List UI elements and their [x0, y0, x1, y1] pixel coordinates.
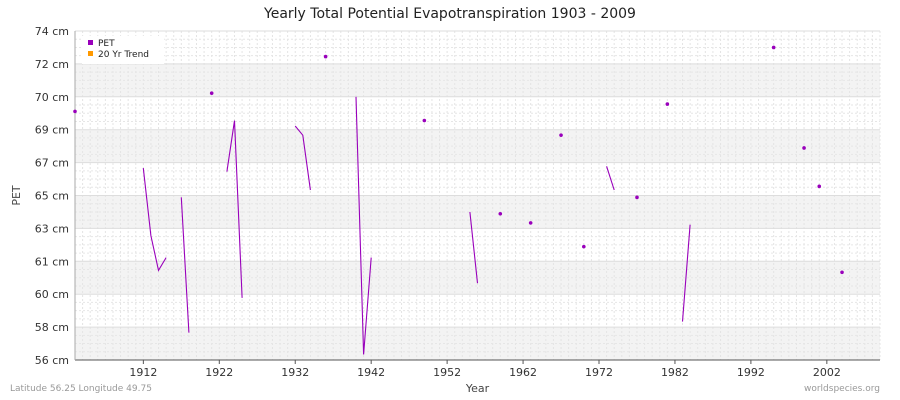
- x-tick-label: 1912: [129, 366, 157, 379]
- pet-point: [209, 91, 214, 95]
- pet-line-segment: [180, 197, 190, 333]
- y-tick-label: 70 cm: [35, 91, 69, 104]
- legend-swatch-trend: [88, 51, 93, 56]
- y-tick-label: 56 cm: [35, 354, 69, 367]
- pet-point: [528, 221, 533, 225]
- pet-point: [422, 118, 427, 123]
- pet-line-segment: [142, 168, 167, 272]
- source-label: worldspecies.org: [803, 384, 880, 394]
- chart-title: Yearly Total Potential Evapotranspiratio…: [264, 6, 636, 22]
- legend-swatch-pet: [88, 40, 93, 45]
- pet-point: [665, 102, 670, 106]
- pet-line-segment: [355, 96, 372, 355]
- y-tick-label: 61 cm: [35, 255, 69, 268]
- pet-line-segment: [469, 211, 479, 284]
- pet-point: [559, 133, 563, 137]
- pet-point: [582, 244, 586, 249]
- x-tick-label: 1952: [433, 366, 461, 379]
- pet-point: [840, 270, 844, 275]
- y-tick-label: 74 cm: [35, 25, 69, 38]
- y-tick-label: 58 cm: [35, 321, 69, 334]
- pet-point: [73, 109, 77, 114]
- legend-label-pet: PET: [98, 39, 115, 49]
- pet-point: [323, 54, 328, 59]
- legend-box: [82, 36, 164, 64]
- pet-line-segment: [294, 125, 311, 191]
- y-tick-label: 63 cm: [35, 222, 69, 235]
- x-tick-label: 1992: [737, 366, 765, 379]
- location-label: Latitude 56.25 Longitude 49.75: [10, 384, 152, 394]
- x-tick-label: 2002: [813, 366, 841, 379]
- x-tick-label: 1982: [661, 366, 689, 379]
- y-tick-label: 67 cm: [35, 157, 69, 170]
- y-tick-label: 65 cm: [35, 190, 69, 203]
- pet-point: [817, 184, 822, 189]
- x-tick-label: 1922: [205, 366, 233, 379]
- pet-line-segment: [606, 166, 615, 191]
- pet-point: [802, 146, 806, 150]
- pet-point: [635, 195, 639, 200]
- y-tick-label: 72 cm: [35, 58, 69, 71]
- x-tick-label: 1972: [585, 366, 613, 379]
- x-axis-label: Year: [465, 382, 490, 395]
- pet-point: [498, 211, 503, 216]
- pet-point: [771, 45, 776, 50]
- x-tick-label: 1932: [281, 366, 309, 379]
- pet-line-segment: [226, 120, 243, 298]
- x-tick-label: 1962: [509, 366, 537, 379]
- y-tick-label: 69 cm: [35, 124, 69, 137]
- legend-label-trend: 20 Yr Trend: [98, 50, 149, 60]
- pet-line-segment: [681, 224, 691, 322]
- y-axis-label: PET: [10, 185, 23, 206]
- y-tick-label: 60 cm: [35, 288, 69, 301]
- x-tick-label: 1942: [357, 366, 385, 379]
